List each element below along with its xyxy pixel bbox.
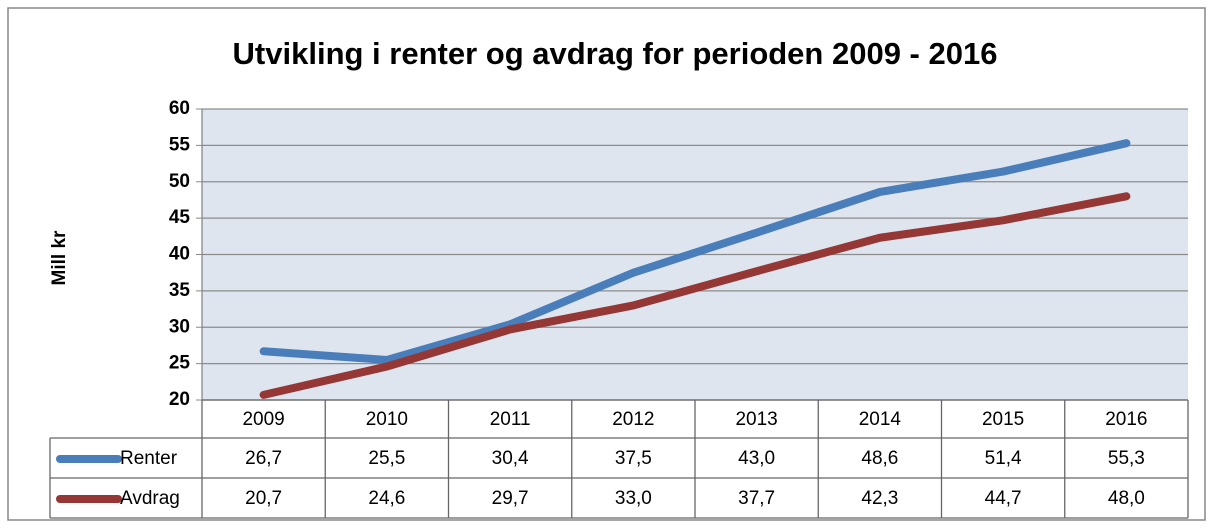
table-value: 25,5 <box>368 448 405 469</box>
line-series <box>259 192 1131 399</box>
y-tick-label: 50 <box>169 171 190 192</box>
table-value: 55,3 <box>1108 448 1145 469</box>
table-value: 29,7 <box>492 488 529 509</box>
y-tick-label: 55 <box>169 134 191 155</box>
table-value: 42,3 <box>861 488 898 509</box>
table-value: 33,0 <box>615 488 652 509</box>
table-value: 37,5 <box>615 448 652 469</box>
table-value: 30,4 <box>492 448 529 469</box>
line-series <box>259 139 1131 364</box>
table-value: 44,7 <box>985 488 1022 509</box>
chart-title: Utvikling i renter og avdrag for periode… <box>233 36 998 71</box>
table-value: 24,6 <box>368 488 405 509</box>
y-tick-label: 40 <box>169 244 190 265</box>
y-tick-label: 60 <box>169 98 190 119</box>
table-value: 37,7 <box>738 488 775 509</box>
y-tick-label: 35 <box>169 280 191 301</box>
y-tick-label: 25 <box>169 353 191 374</box>
x-tick-label: 2016 <box>1105 409 1147 430</box>
legend-label: Avdrag <box>120 488 180 509</box>
x-tick-label: 2010 <box>366 409 408 430</box>
table-value: 20,7 <box>245 488 282 509</box>
x-tick-label: 2014 <box>859 409 902 430</box>
y-tick-label: 30 <box>169 316 190 337</box>
table-value: 48,6 <box>861 448 898 469</box>
x-tick-label: 2012 <box>612 409 654 430</box>
legend-label: Renter <box>120 448 178 469</box>
table-value: 51,4 <box>985 448 1022 469</box>
x-tick-label: 2011 <box>490 409 531 430</box>
table-value: 26,7 <box>245 448 282 469</box>
x-tick-label: 2015 <box>982 409 1024 430</box>
table-value: 48,0 <box>1108 488 1145 509</box>
y-tick-label: 45 <box>169 207 191 228</box>
y-tick-label: 20 <box>169 389 190 410</box>
y-axis-title: Mill kr <box>49 230 70 286</box>
table-value: 43,0 <box>738 448 775 469</box>
x-tick-label: 2009 <box>242 409 284 430</box>
x-tick-label: 2013 <box>735 409 777 430</box>
